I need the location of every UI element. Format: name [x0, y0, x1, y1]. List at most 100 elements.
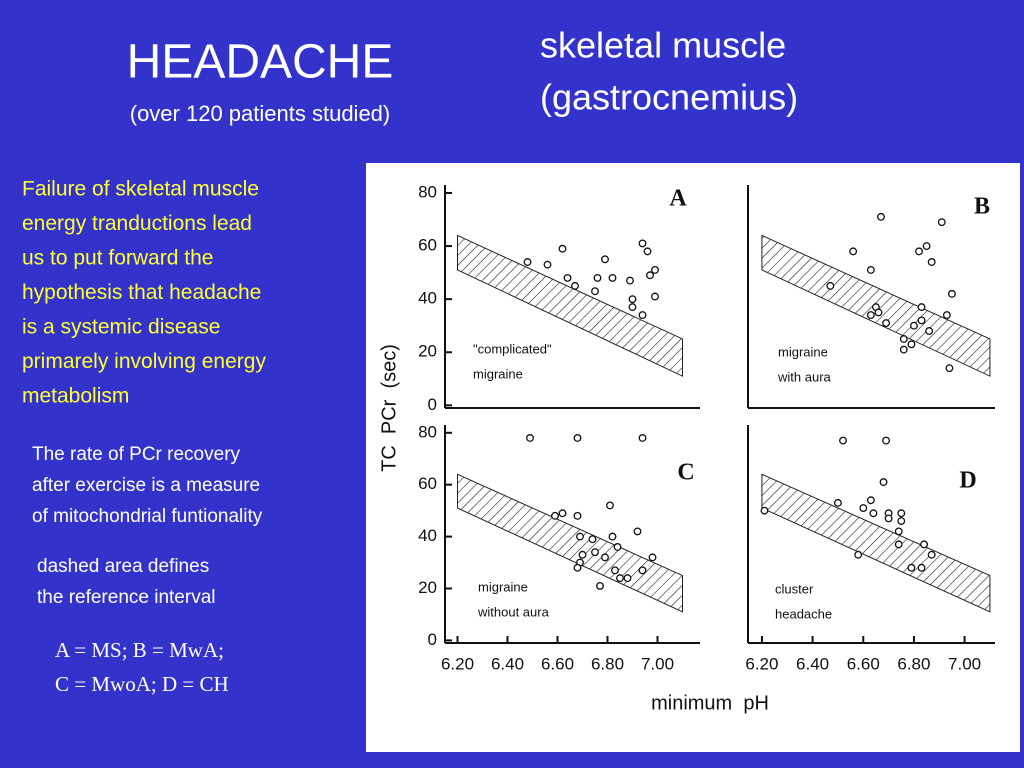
data-point [651, 266, 659, 274]
data-point [601, 255, 609, 264]
data-point [899, 335, 908, 343]
reference-band [457, 234, 683, 377]
x-tick-label: 6.80 [591, 654, 624, 673]
data-point [897, 517, 906, 525]
data-point [551, 511, 559, 520]
y-tick-label: 0 [428, 630, 437, 649]
data-point [833, 498, 842, 507]
data-point [877, 212, 885, 221]
y-tick-label: 0 [428, 395, 437, 414]
data-point [613, 543, 622, 551]
x-tick-label: 6.60 [541, 654, 574, 673]
data-point [942, 311, 951, 320]
data-point [897, 509, 906, 518]
hypothesis-text: Failure of skeletal muscle [22, 178, 259, 201]
panel-annotation: "complicated" [473, 341, 552, 356]
data-point [628, 303, 637, 312]
data-point [601, 553, 609, 562]
data-point [927, 258, 936, 266]
x-tick-label: 7.00 [948, 654, 981, 673]
data-point [884, 514, 893, 523]
data-point [606, 501, 614, 510]
data-point [915, 247, 923, 256]
data-point [523, 258, 532, 266]
data-point [869, 509, 878, 518]
data-point [591, 548, 599, 557]
data-point [927, 550, 936, 559]
band-note-text: the reference interval [37, 587, 216, 608]
data-point [643, 247, 652, 256]
data-point [638, 239, 647, 248]
x-tick-label: 6.40 [796, 654, 829, 673]
panel-annotation: without aura [477, 604, 550, 619]
y-tick-label: 60 [418, 474, 437, 493]
data-point [866, 266, 875, 274]
y-tick-label: 80 [418, 182, 437, 201]
y-tick-label: 20 [418, 342, 437, 361]
data-point [917, 316, 926, 325]
data-point [925, 327, 934, 335]
data-point [573, 511, 582, 520]
band-note-text: dashed area defines [37, 556, 209, 577]
data-point [854, 550, 863, 559]
panel-label: C [677, 460, 694, 486]
data-point [866, 496, 875, 505]
data-point [616, 574, 624, 583]
data-point [573, 563, 582, 572]
x-axis-label: minimum pH [651, 692, 769, 714]
x-tick-label: 6.20 [441, 654, 474, 673]
data-point [882, 319, 891, 327]
data-point [882, 436, 891, 445]
data-point [558, 509, 567, 518]
y-axis-label: TC PCr (sec) [378, 344, 400, 472]
data-point [543, 260, 552, 269]
data-point [638, 434, 647, 442]
data-point [571, 281, 579, 290]
hypothesis-text: energy tranductions lead [22, 212, 252, 235]
data-point [937, 218, 946, 227]
panel-annotation: cluster [775, 581, 814, 596]
data-point [866, 311, 875, 320]
data-point [573, 434, 582, 442]
panel-label: B [974, 194, 990, 220]
x-tick-label: 6.20 [745, 654, 778, 673]
panel-label: D [959, 468, 976, 494]
data-point [909, 321, 918, 330]
legend-text: C = MwoA; D = CH [55, 672, 229, 696]
hypothesis-text: hypothesis that headache [22, 281, 261, 304]
data-point [920, 540, 929, 549]
data-point [591, 287, 599, 296]
tissue: (gastrocnemius) [540, 77, 798, 118]
x-tick-label: 6.80 [897, 654, 930, 673]
data-point [651, 292, 659, 301]
y-tick-label: 80 [418, 422, 437, 441]
data-point [826, 281, 835, 290]
data-point [945, 364, 954, 373]
data-point [922, 242, 931, 251]
data-point [894, 540, 903, 549]
hypothesis-text: us to put forward the [22, 247, 213, 270]
note-text: The rate of PCr recovery [32, 444, 241, 465]
y-tick-label: 20 [418, 578, 437, 597]
hypothesis-text: metabolism [22, 385, 129, 408]
x-tick-label: 6.60 [847, 654, 880, 673]
reference-band [761, 473, 991, 613]
note-text: after exercise is a measure [32, 475, 260, 496]
data-point [760, 506, 769, 515]
data-point [894, 527, 903, 536]
data-point [638, 311, 647, 320]
data-point [947, 289, 956, 298]
data-point [558, 244, 567, 253]
data-point [917, 563, 926, 572]
data-point [596, 581, 604, 590]
note-text: of mitochondrial funtionality [32, 506, 263, 527]
tissue: skeletal muscle [540, 25, 786, 66]
data-point [578, 550, 587, 559]
data-point [611, 566, 619, 575]
hypothesis-text: is a systemic disease [22, 316, 220, 339]
data-point [879, 478, 888, 487]
x-tick-label: 7.00 [641, 654, 674, 673]
x-tick-label: 6.40 [491, 654, 524, 673]
